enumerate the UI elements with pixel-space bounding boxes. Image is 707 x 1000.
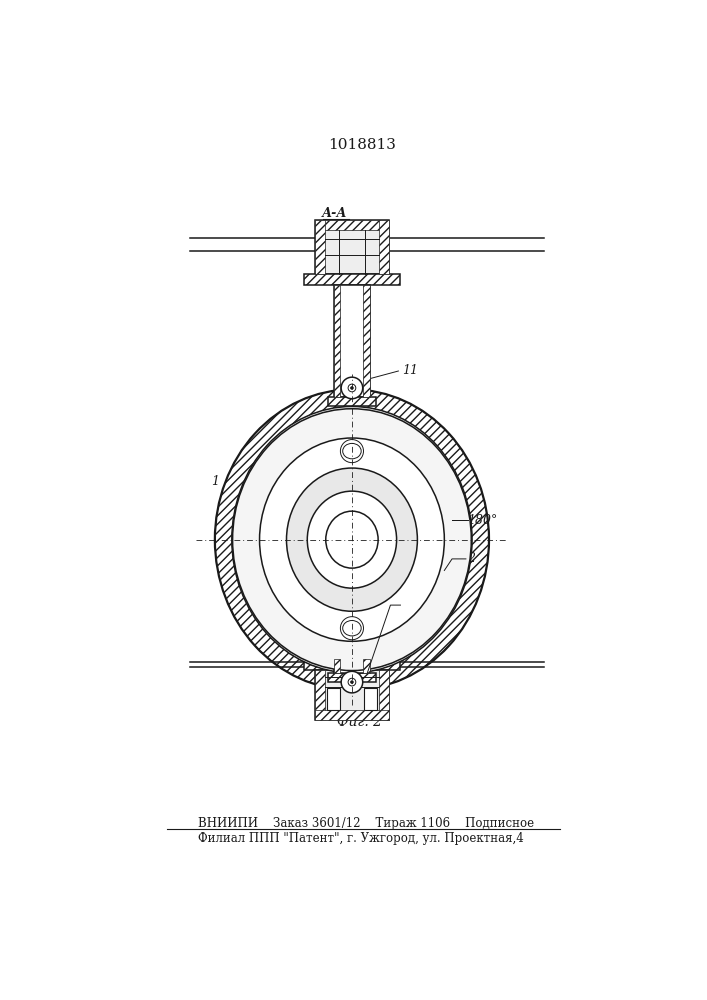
Bar [334,659,370,673]
Text: 7: 7 [402,599,410,612]
Bar [379,670,389,720]
Bar [334,285,340,397]
Text: ВНИИПИ    Заказ 3601/12    Тираж 1106    Подписное: ВНИИПИ Заказ 3601/12 Тираж 1106 Подписно… [198,817,534,830]
Bar [315,220,325,274]
Bar [334,659,340,673]
Bar [363,285,370,397]
Ellipse shape [308,491,397,588]
Text: А-А: А-А [322,207,348,220]
Ellipse shape [259,438,444,641]
Bar [363,659,370,673]
Bar [315,670,389,720]
Ellipse shape [215,389,489,690]
Text: 11: 11 [402,364,418,377]
Circle shape [348,384,356,392]
Text: 180°: 180° [467,514,498,527]
Circle shape [348,678,356,686]
Ellipse shape [233,409,472,671]
Circle shape [341,377,363,399]
Bar [304,274,399,285]
Bar [328,673,376,682]
Bar [364,688,377,710]
Bar [315,220,389,274]
Bar [328,397,376,406]
Bar [315,670,325,720]
Ellipse shape [286,468,417,611]
Ellipse shape [326,511,378,568]
Circle shape [341,671,363,693]
Text: Филиал ППП "Патент", г. Ужгород, ул. Проектная,4: Филиал ППП "Патент", г. Ужгород, ул. Про… [198,832,524,845]
Circle shape [340,617,363,640]
Circle shape [340,440,363,463]
Text: 2: 2 [467,552,475,565]
Ellipse shape [232,406,472,673]
Text: Фиг. 2: Фиг. 2 [337,715,382,729]
Text: 1: 1 [211,475,219,488]
Circle shape [351,387,354,389]
Bar [379,220,389,274]
Circle shape [351,681,354,683]
Bar [315,220,389,230]
Bar [304,659,399,670]
Text: 1018813: 1018813 [328,138,396,152]
Bar [327,688,339,710]
Bar [334,285,370,397]
Bar [315,710,389,720]
